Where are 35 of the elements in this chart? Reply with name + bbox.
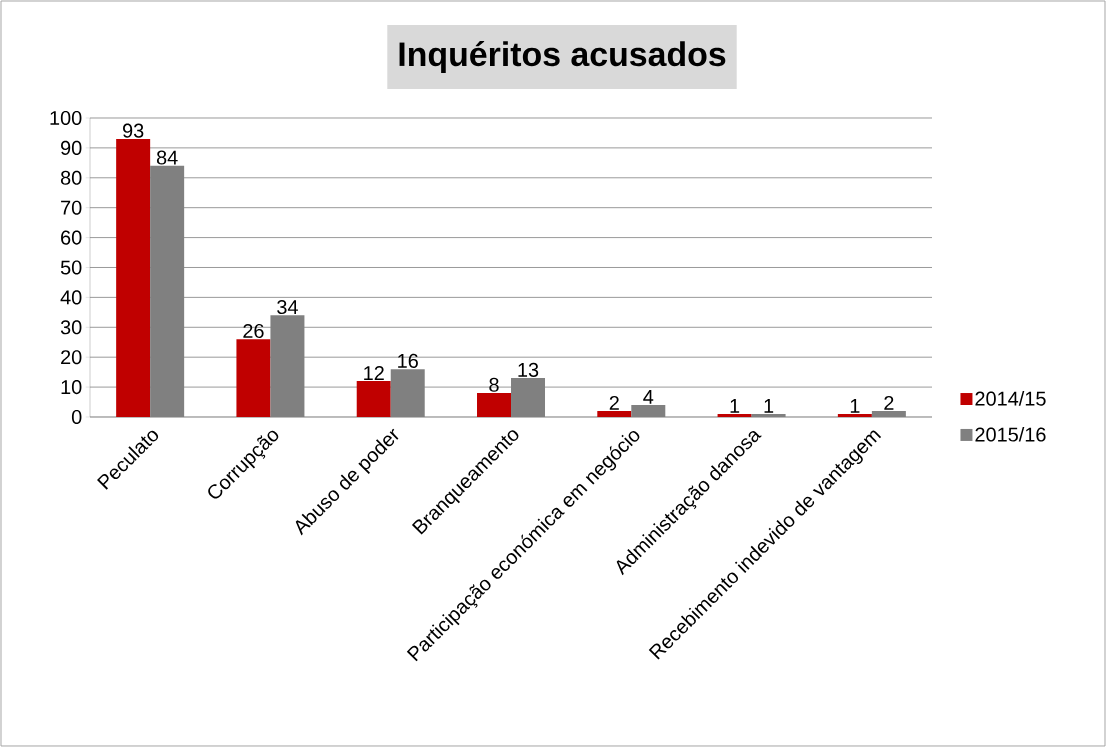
y-tick-label: 20	[61, 350, 82, 365]
y-tick-label: 80	[60, 170, 82, 185]
data-label: 12	[364, 366, 384, 380]
legend-label: 2015/16	[975, 426, 1046, 442]
data-label: 34	[277, 300, 298, 315]
data-label: 16	[398, 353, 418, 368]
y-tick-label: 50	[60, 260, 82, 275]
y-tick-label: 0	[71, 409, 82, 425]
bar	[116, 138, 151, 417]
bar	[597, 411, 632, 417]
y-tick-label: 40	[60, 290, 82, 305]
y-tick-label: 70	[61, 200, 82, 215]
bar	[717, 414, 752, 417]
data-label: 84	[156, 150, 178, 165]
data-label: 1	[850, 399, 860, 413]
y-tick-label: 100	[50, 110, 82, 126]
data-label: 13	[518, 362, 539, 377]
bar	[837, 414, 872, 417]
y-tick-label: 90	[61, 140, 82, 155]
y-tick-label: 60	[61, 230, 82, 245]
chart-title: Inquéritos acusados	[399, 41, 726, 73]
y-tick-label: 30	[60, 320, 82, 335]
legend-label: 2014/15	[975, 391, 1046, 406]
data-label: 4	[643, 390, 654, 404]
bar	[236, 339, 271, 417]
y-tick-label: 10	[61, 380, 82, 395]
data-label: 26	[243, 323, 264, 339]
data-label: 2	[609, 395, 619, 410]
data-label: 2	[884, 395, 894, 410]
data-label: 1	[730, 399, 740, 413]
data-label: 93	[123, 123, 144, 138]
bar	[356, 381, 391, 417]
bar	[477, 393, 512, 417]
data-label: 8	[489, 377, 499, 392]
data-label: 1	[764, 399, 774, 413]
